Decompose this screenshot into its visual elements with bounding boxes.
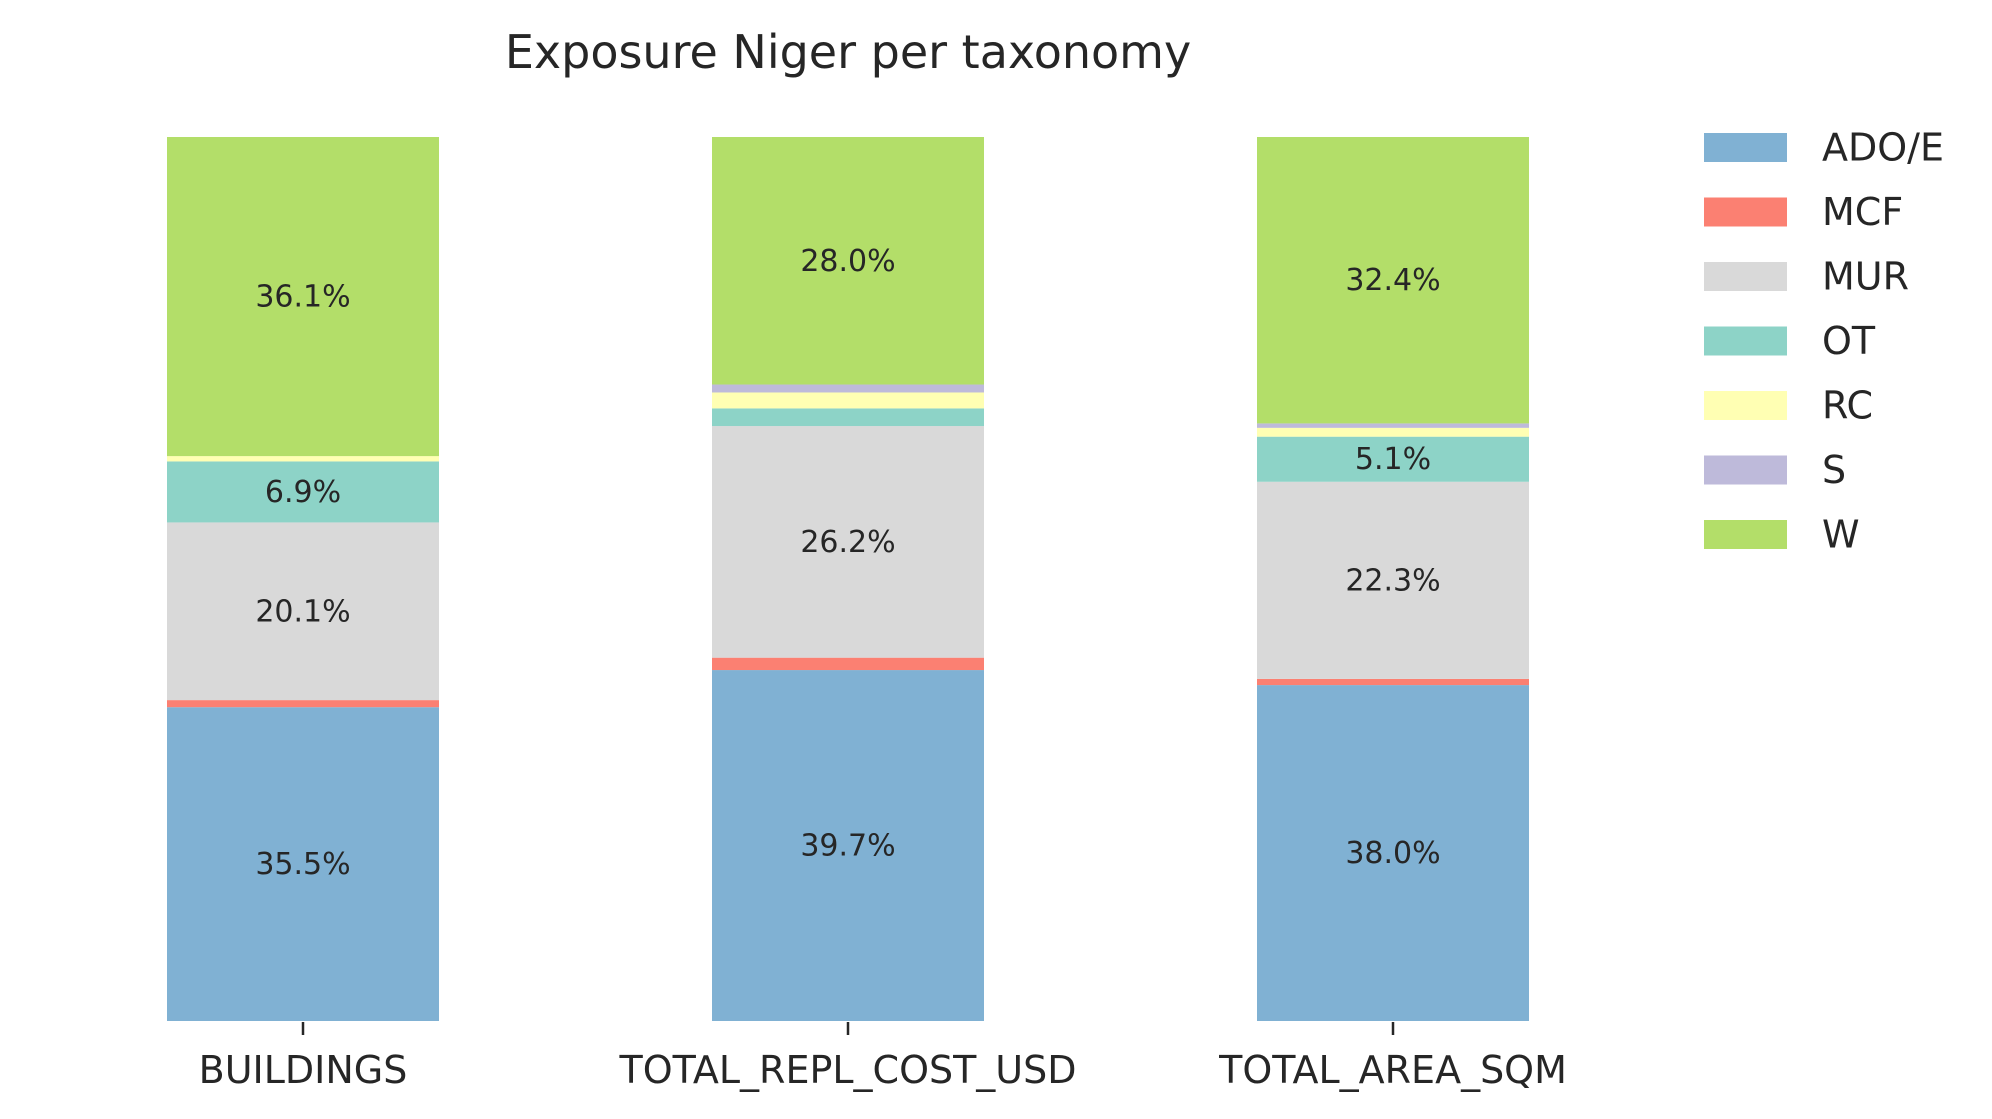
- bar-segment-total-repl-cost-usd-rc: [712, 392, 984, 409]
- bar-segment-buildings-w: [167, 137, 439, 457]
- bar-segment-total-repl-cost-usd-w: [712, 137, 984, 385]
- data-label-total-repl-cost-usd-w: 28.0%: [800, 244, 895, 279]
- data-label-total-area-sqm-w: 32.4%: [1345, 263, 1440, 298]
- bar-segment-total-area-sqm-ado-e: [1257, 685, 1529, 1021]
- legend-label-mcf: MCF: [1822, 190, 1903, 234]
- bar-segment-total-area-sqm-mur: [1257, 481, 1529, 679]
- bar-segment-total-area-sqm-mcf: [1257, 678, 1529, 686]
- legend-swatch-w: [1704, 520, 1787, 549]
- legend: ADO/E MCF MUR OT RC SW: [1704, 126, 1944, 557]
- legend-label-ot: OT: [1822, 319, 1876, 363]
- legend-swatch-ot: [1704, 326, 1787, 356]
- legend-label-w: W: [1822, 513, 1860, 557]
- bar-segment-total-repl-cost-usd-mur: [712, 426, 984, 658]
- bar-segment-buildings-mur: [167, 522, 439, 701]
- legend-swatch-mur: [1704, 262, 1787, 291]
- x-tick-label-buildings: BUILDINGS: [199, 1048, 408, 1092]
- chart-title: Exposure Niger per taxonomy: [505, 25, 1191, 79]
- bar-segment-buildings-mcf: [167, 700, 439, 708]
- legend-swatch-s: [1704, 455, 1787, 485]
- legend-label-rc: RC: [1822, 384, 1873, 428]
- legend-swatch-mcf: [1704, 197, 1787, 227]
- data-label-total-area-sqm-ado-e: 38.0%: [1345, 836, 1440, 871]
- data-label-total-area-sqm-mur: 22.3%: [1345, 563, 1440, 598]
- data-label-buildings-ot: 6.9%: [265, 475, 341, 510]
- data-label-buildings-mur: 20.1%: [255, 594, 350, 629]
- legend-label-s: S: [1822, 448, 1846, 492]
- legend-swatch-ado-e: [1704, 133, 1787, 162]
- bar-segment-total-repl-cost-usd-ot: [712, 408, 984, 427]
- legend-swatch-rc: [1704, 391, 1787, 420]
- bar-segment-total-area-sqm-rc: [1257, 427, 1529, 437]
- bars-layer: [167, 137, 1529, 1021]
- bar-segment-buildings-ot: [167, 461, 439, 523]
- data-labels-layer: 35.5% 20.1% 6.9% 36.1% 39.7% 26.2% 28.0% 38.0% 2…: [255, 244, 1440, 882]
- bar-segment-total-area-sqm-s: [1257, 423, 1529, 428]
- bar-segment-total-repl-cost-usd-ado-e: [712, 670, 984, 1021]
- data-label-total-repl-cost-usd-mur: 26.2%: [800, 525, 895, 560]
- bar-segment-buildings-rc: [167, 456, 439, 462]
- legend-label-mur: MUR: [1822, 255, 1909, 299]
- bar-segment-total-repl-cost-usd-s: [712, 384, 984, 393]
- x-tick-label-total-repl-cost-usd: TOTAL_REPL_COST_USD: [618, 1048, 1076, 1092]
- x-tick-label-total-area-sqm: TOTAL_AREA_SQM: [1218, 1048, 1567, 1092]
- bar-segment-total-area-sqm-ot: [1257, 436, 1529, 482]
- bar-segment-total-repl-cost-usd-mcf: [712, 657, 984, 671]
- legend-label-ado-e: ADO/E: [1822, 126, 1944, 170]
- data-label-total-repl-cost-usd-ado-e: 39.7%: [800, 829, 895, 864]
- bar-segment-buildings-ado-e: [167, 707, 439, 1021]
- data-label-buildings-w: 36.1%: [255, 280, 350, 315]
- data-label-buildings-ado-e: 35.5%: [255, 847, 350, 882]
- data-label-total-area-sqm-ot: 5.1%: [1355, 442, 1431, 477]
- bar-segment-total-area-sqm-w: [1257, 137, 1529, 424]
- x-axis: BUILDINGS TOTAL_REPL_COST_USD TOTAL_AREA_S…: [199, 1022, 1567, 1092]
